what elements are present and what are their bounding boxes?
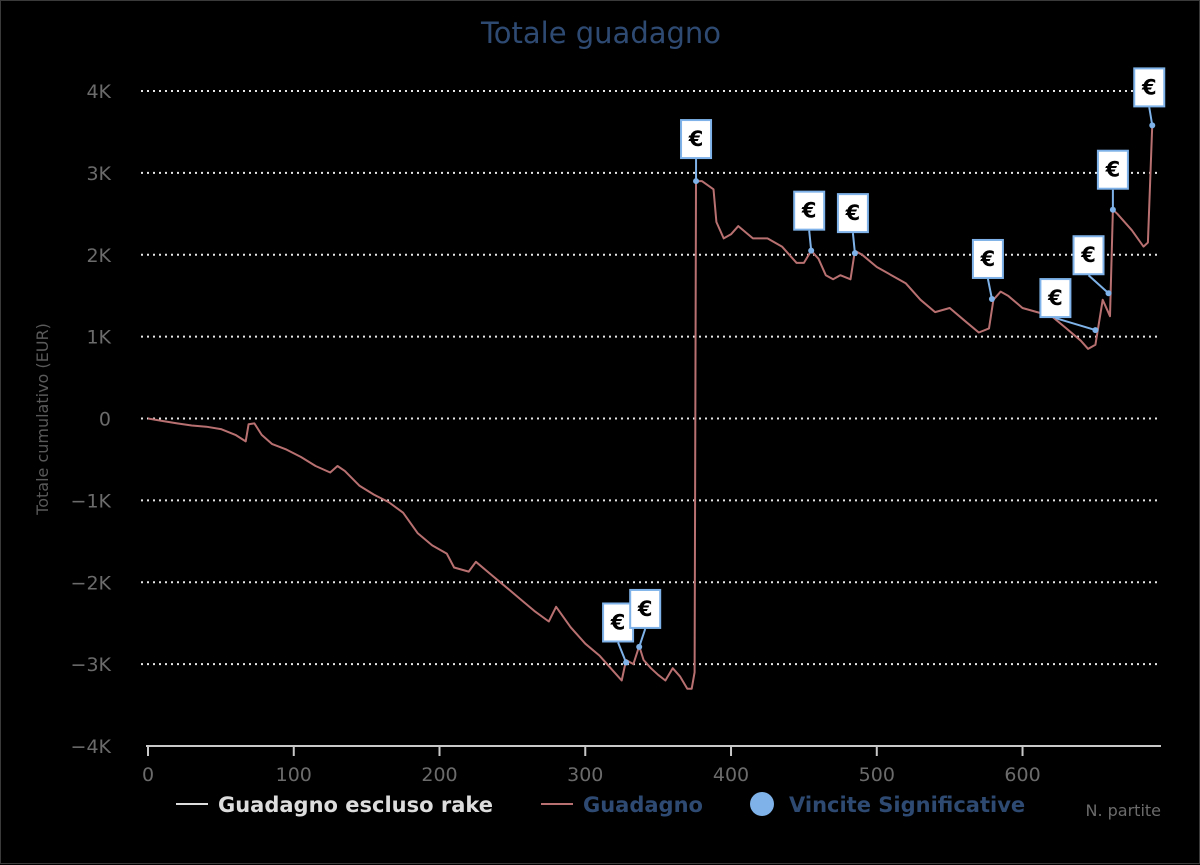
flag-connector <box>808 230 813 251</box>
x-tick-label: 500 <box>859 764 895 786</box>
x-axis: 0 100 200 300 400 500 600 <box>142 745 1161 786</box>
vincita-point <box>1092 327 1099 334</box>
vincita-point <box>1149 122 1156 129</box>
x-tick-label: 100 <box>276 764 312 786</box>
y-tick-label: −3K <box>71 654 112 676</box>
flag-box <box>629 588 662 629</box>
vincita-flag[interactable]: € <box>602 602 635 666</box>
x-tick-label: 0 <box>142 764 154 786</box>
flag-connector <box>1148 107 1154 126</box>
series-layer <box>147 123 1154 690</box>
flag-box <box>971 238 1004 279</box>
vincite-markers[interactable]: € € € € € € € € € € <box>602 67 1166 666</box>
flag-connector <box>986 278 993 300</box>
x-tick-label: 300 <box>567 764 603 786</box>
legend-dot-symbol <box>750 792 774 816</box>
vincita-flag[interactable]: € <box>971 238 1004 302</box>
gridlines <box>141 90 1161 666</box>
x-tick-label: 400 <box>713 764 749 786</box>
flag-label: € <box>1080 243 1096 267</box>
vincita-flag[interactable]: € <box>629 588 662 650</box>
vincita-flag[interactable]: € <box>1133 67 1166 129</box>
flag-connector <box>638 628 647 648</box>
flag-label: € <box>610 610 626 634</box>
flag-connector <box>617 642 628 663</box>
vincita-point <box>1109 206 1116 213</box>
series-line-guadagno <box>147 123 1154 690</box>
flag-connector <box>1055 317 1096 332</box>
legend-item[interactable]: Guadagno <box>541 793 703 817</box>
y-tick-label: 0 <box>99 409 111 431</box>
vincita-flag[interactable]: € <box>793 190 826 254</box>
y-tick-label: −1K <box>71 490 112 512</box>
vincita-point <box>808 247 815 254</box>
vincita-flag[interactable]: € <box>836 193 869 257</box>
flag-label: € <box>845 201 861 225</box>
flag-box <box>793 190 826 231</box>
flag-box <box>1096 149 1129 190</box>
chart-title: Totale guadagno <box>480 16 721 50</box>
y-tick-label: −2K <box>71 572 112 594</box>
flag-box <box>680 119 713 160</box>
vincita-point <box>851 250 858 257</box>
vincita-point <box>623 659 630 666</box>
vincita-point <box>1105 290 1112 297</box>
flag-connector <box>851 233 856 254</box>
flag-box <box>1072 235 1105 276</box>
vincita-flag[interactable]: € <box>1096 149 1129 213</box>
flag-label: € <box>1141 75 1157 99</box>
x-tick-label: 200 <box>421 764 457 786</box>
vincita-flag[interactable]: € <box>680 119 713 185</box>
vincita-point <box>693 178 700 185</box>
flag-box <box>1039 278 1072 319</box>
vincita-point <box>636 643 643 650</box>
x-tick-label: 600 <box>1004 764 1040 786</box>
y-tick-label: 2K <box>86 245 111 267</box>
vincita-flag[interactable]: € <box>1072 235 1112 297</box>
flag-label: € <box>801 199 817 223</box>
x-axis-label: N. partite <box>1085 801 1161 820</box>
legend-label: Guadagno <box>583 793 703 817</box>
legend-label: Vincite Significative <box>789 793 1025 817</box>
flag-label: € <box>637 597 653 621</box>
y-axis-ticks: −4K −3K −2K −1K 0 1K 2K 3K 4K <box>71 81 112 758</box>
flag-label: € <box>688 127 704 151</box>
flag-label: € <box>1047 286 1063 310</box>
y-tick-label: 1K <box>86 327 111 349</box>
y-tick-label: −4K <box>71 736 112 758</box>
flag-label: € <box>1105 158 1121 182</box>
legend-item[interactable]: Guadagno escluso rake <box>176 793 493 817</box>
flag-box <box>836 193 869 234</box>
legend: Guadagno escluso rake Guadagno Vincite Sig… <box>176 792 1025 817</box>
flag-connector <box>1087 274 1110 294</box>
flag-label: € <box>980 247 996 271</box>
y-tick-label: 4K <box>86 81 111 103</box>
y-axis-label: Totale cumulativo (EUR) <box>33 323 52 516</box>
y-tick-label: 3K <box>86 163 111 185</box>
legend-item[interactable]: Vincite Significative <box>750 792 1025 817</box>
flag-box <box>1133 67 1166 108</box>
flag-box <box>602 602 635 643</box>
vincita-point <box>988 295 995 302</box>
vincita-flag[interactable]: € <box>1039 278 1099 334</box>
legend-label: Guadagno escluso rake <box>218 793 493 817</box>
